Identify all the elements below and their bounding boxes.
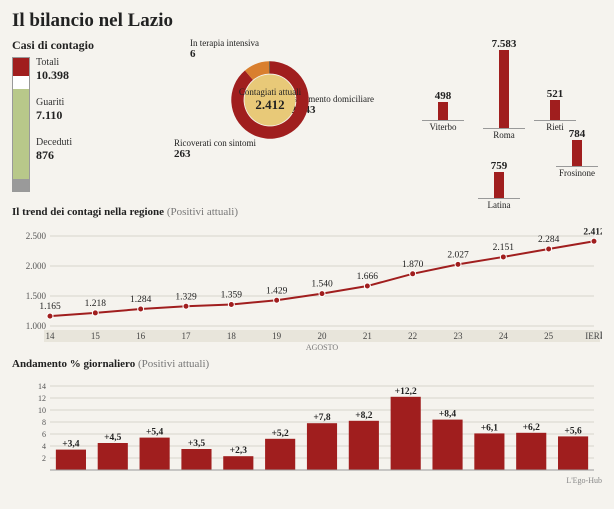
svg-text:+6,1: +6,1: [481, 423, 499, 433]
svg-text:2.412: 2.412: [583, 227, 602, 237]
svg-text:+8,4: +8,4: [439, 410, 457, 420]
svg-text:17: 17: [182, 331, 192, 341]
svg-text:1.500: 1.500: [26, 291, 47, 301]
main-title: Il bilancio nel Lazio: [12, 10, 602, 32]
svg-text:+5,4: +5,4: [146, 428, 164, 438]
bar-chart: Andamento % giornaliero (Positivi attual…: [12, 358, 602, 474]
svg-text:IERI: IERI: [585, 331, 602, 341]
svg-text:21: 21: [363, 331, 372, 341]
svg-text:+5,2: +5,2: [272, 429, 290, 439]
svg-text:22: 22: [408, 331, 417, 341]
svg-text:18: 18: [227, 331, 237, 341]
svg-text:1.165: 1.165: [39, 302, 61, 312]
svg-text:+8,2: +8,2: [355, 411, 373, 421]
svg-text:+2,3: +2,3: [230, 446, 248, 456]
svg-text:2.151: 2.151: [493, 243, 515, 253]
svg-text:14: 14: [38, 382, 46, 391]
map-area: 7.583Roma498Viterbo521Rieti784Frosinone7…: [378, 38, 598, 198]
svg-text:2: 2: [42, 454, 46, 463]
svg-text:+3,4: +3,4: [62, 440, 80, 450]
credit: L'Ego-Hub: [12, 476, 602, 485]
svg-text:10: 10: [38, 406, 46, 415]
svg-text:4: 4: [42, 442, 46, 451]
svg-text:2.284: 2.284: [538, 235, 560, 245]
svg-text:AGOSTO: AGOSTO: [306, 343, 339, 352]
svg-text:15: 15: [91, 331, 101, 341]
svg-text:+12,2: +12,2: [395, 387, 417, 397]
svg-text:2.000: 2.000: [26, 261, 47, 271]
svg-text:+5,6: +5,6: [564, 426, 582, 436]
svg-text:1.284: 1.284: [130, 295, 152, 305]
svg-text:1.000: 1.000: [26, 321, 47, 331]
svg-text:+6,2: +6,2: [523, 423, 541, 433]
svg-text:23: 23: [454, 331, 464, 341]
svg-text:2.500: 2.500: [26, 231, 47, 241]
svg-text:+3,5: +3,5: [188, 439, 206, 449]
casi-heading: Casi di contagio: [12, 38, 162, 53]
line-chart: Il trend dei contagi nella regione (Posi…: [12, 206, 602, 352]
casi-block: Totali10.398Guariti7.110Deceduti876: [12, 57, 162, 192]
svg-text:20: 20: [318, 331, 328, 341]
svg-text:1.329: 1.329: [175, 292, 197, 302]
svg-text:1.359: 1.359: [221, 290, 243, 300]
svg-text:1.429: 1.429: [266, 286, 288, 296]
svg-text:1.870: 1.870: [402, 260, 424, 270]
svg-text:1.540: 1.540: [311, 280, 333, 290]
svg-text:14: 14: [46, 331, 56, 341]
svg-text:6: 6: [42, 430, 46, 439]
svg-text:8: 8: [42, 418, 46, 427]
svg-text:24: 24: [499, 331, 509, 341]
donut-area: In terapia intensiva 6 Isolamento domici…: [170, 38, 370, 144]
svg-text:1.666: 1.666: [357, 272, 379, 282]
svg-text:16: 16: [136, 331, 146, 341]
svg-text:1.218: 1.218: [85, 299, 107, 309]
svg-text:+4,5: +4,5: [104, 433, 122, 443]
svg-text:2.027: 2.027: [447, 250, 469, 260]
svg-text:25: 25: [544, 331, 554, 341]
svg-text:12: 12: [38, 394, 46, 403]
svg-text:19: 19: [272, 331, 282, 341]
svg-text:+7,8: +7,8: [313, 413, 331, 423]
